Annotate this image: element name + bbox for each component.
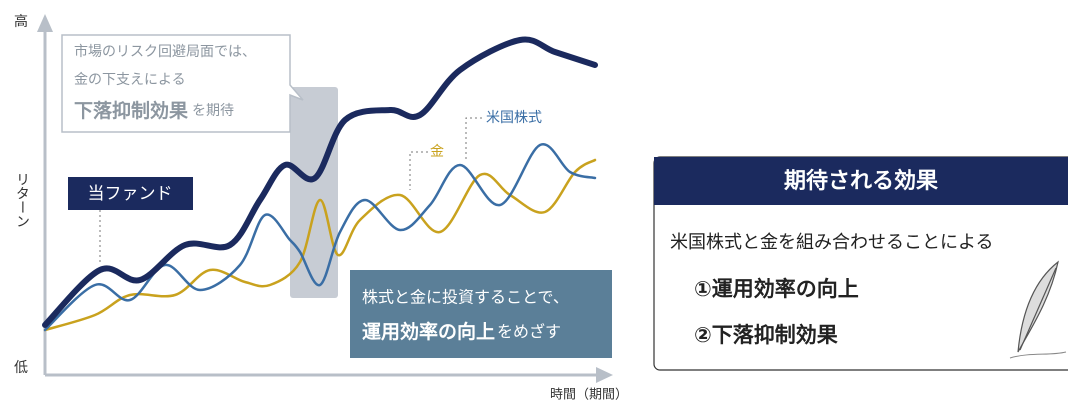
message-text: 株式と金に投資することで、: [362, 288, 569, 307]
risk-off-band: [290, 87, 338, 298]
panel-item: ①運用効率の向上: [694, 277, 859, 301]
stocks-curve: [43, 143, 597, 332]
callout-rest: を期待: [192, 103, 234, 119]
panel-header: [654, 157, 1068, 205]
leaders: [99, 117, 482, 262]
curves: [42, 36, 598, 332]
message-rest: をめざす: [497, 322, 561, 341]
stocks-label: 米国株式: [486, 110, 542, 126]
feather-icon: [1009, 260, 1067, 359]
callout-text: 市場のリスク回避局面では、: [74, 43, 256, 60]
callout-text: 下落抑制効果 を期待: [74, 99, 234, 122]
message-bold: 運用効率の向上: [362, 320, 495, 343]
fund-label: 当ファンド: [88, 184, 173, 204]
callout-bold: 下落抑制効果: [74, 99, 188, 122]
callout-box: [61, 34, 304, 133]
x-label: 時間（期間）: [550, 388, 628, 403]
panel-intro: 米国株式と金を組み合わせることによる: [670, 232, 993, 253]
gold-label: 金: [430, 144, 444, 160]
y-high: 高: [14, 13, 28, 30]
callout-text: 金の下支えによる: [74, 72, 186, 88]
panel-item: ②下落抑制効果: [694, 323, 838, 347]
panel-title: 期待される効果: [784, 168, 938, 194]
fund-label-box: [68, 177, 193, 210]
y-low: 低: [14, 360, 28, 376]
y-label: リターン: [14, 172, 30, 228]
fund-curve: [42, 36, 598, 328]
axes: [37, 14, 613, 383]
message-box: [350, 270, 612, 358]
message-text: 運用効率の向上 をめざす: [362, 320, 561, 343]
